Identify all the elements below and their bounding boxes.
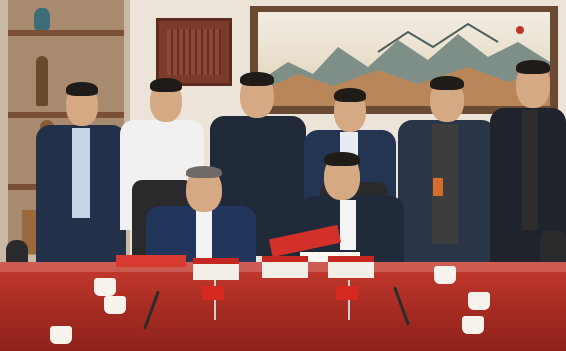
flag-stand: [214, 280, 216, 320]
nameplate: [328, 256, 374, 278]
tea-cup: [434, 266, 456, 284]
nameplate: [262, 256, 308, 278]
shelf: [8, 30, 124, 36]
statue-ornament: [36, 56, 48, 106]
flag: [336, 286, 358, 300]
shelf: [8, 112, 124, 118]
vase-ornament: [34, 8, 50, 30]
wood-panel: [156, 18, 232, 86]
tea-cup: [468, 292, 490, 310]
tea-cup: [462, 316, 484, 334]
tea-cup: [104, 296, 126, 314]
signing-folder: [116, 255, 186, 267]
flag-stand: [348, 280, 350, 320]
flag: [202, 286, 224, 300]
nameplate: [193, 258, 239, 280]
landscape-painting: [258, 12, 550, 106]
tea-cup: [94, 278, 116, 296]
tea-cup: [50, 326, 72, 344]
